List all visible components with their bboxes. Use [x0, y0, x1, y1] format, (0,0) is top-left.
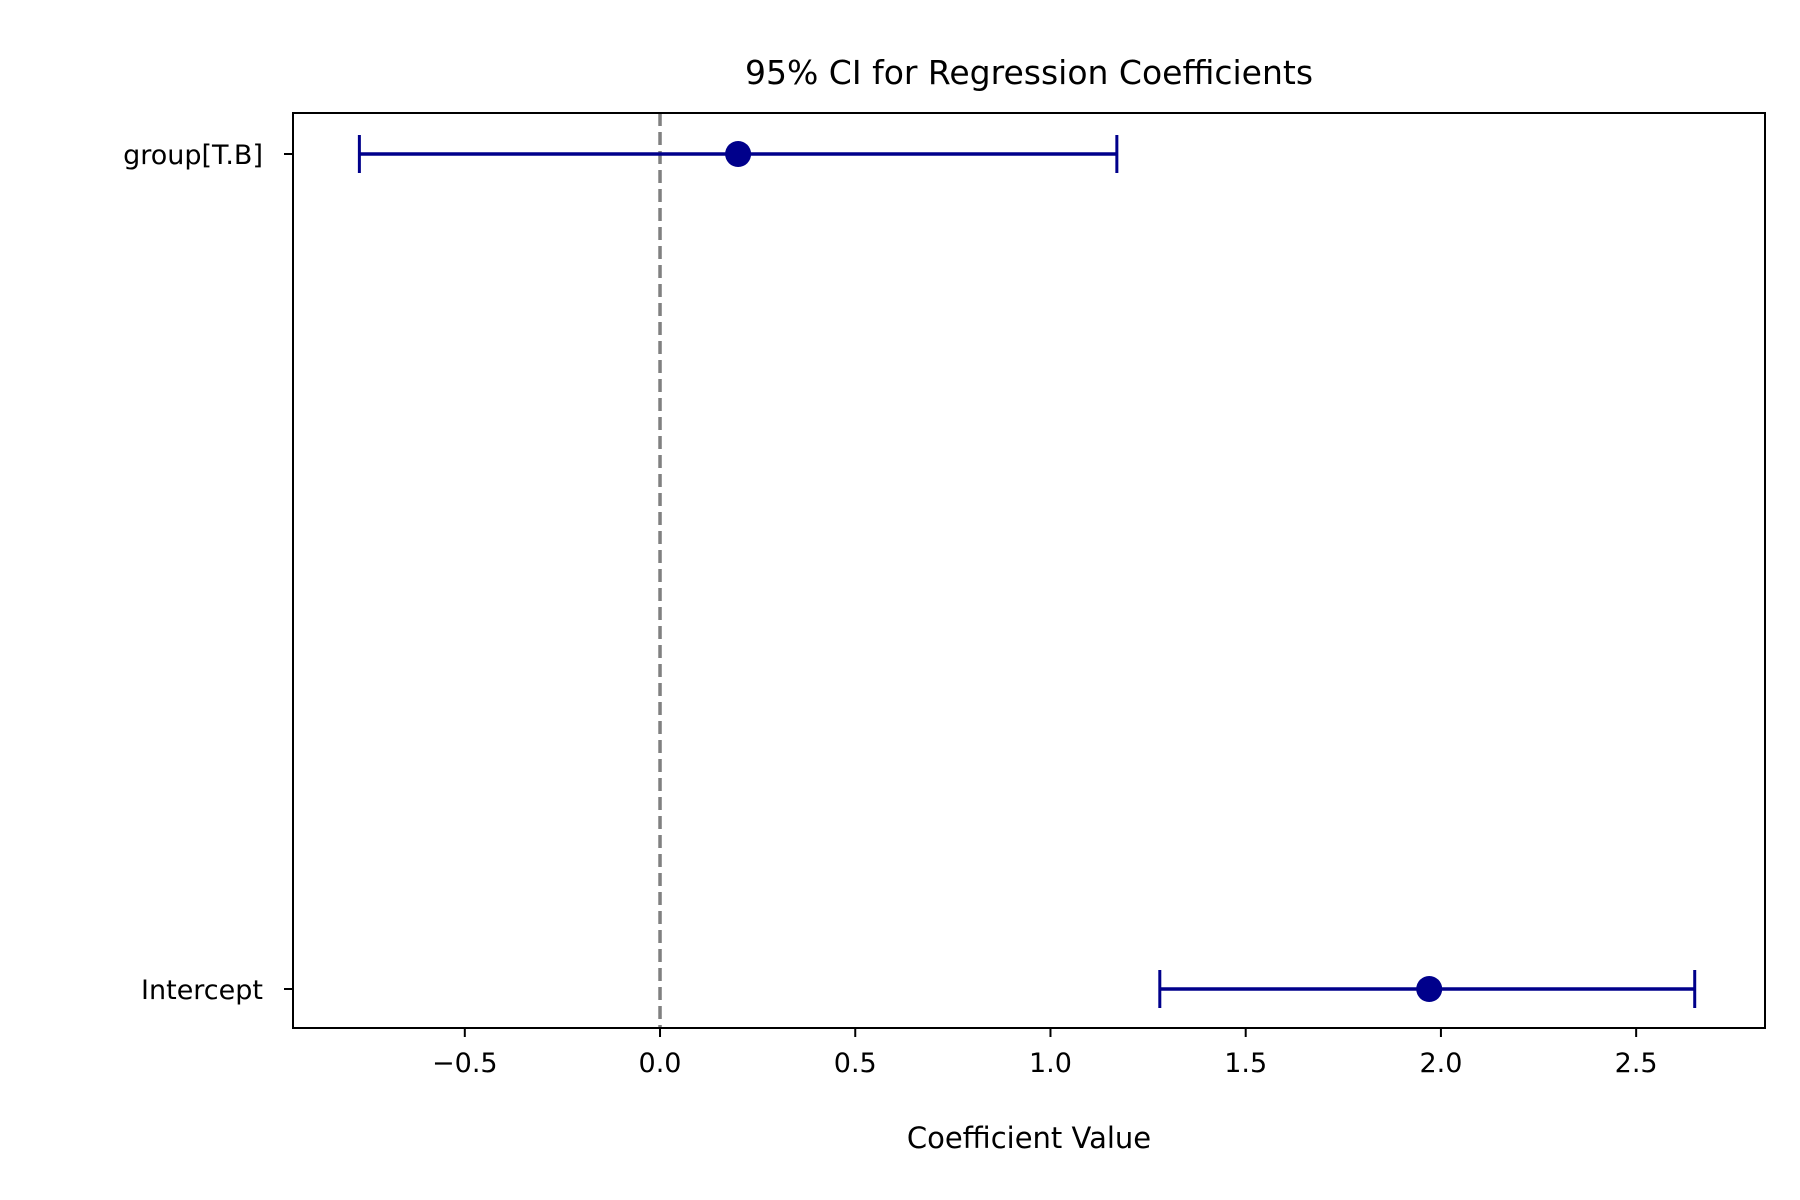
- x-tick-label-1: 1.0: [1029, 1048, 1072, 1079]
- plot-area: Intercept group[T.B] −0.5 0.0 0.5 1.0 1.5 2.0 2.…: [123, 112, 1766, 1079]
- plot-frame: [292, 112, 1766, 1029]
- x-tick-label-2: 2.0: [1419, 1048, 1462, 1079]
- y-tick-label-group-t-b: group[T.B]: [123, 140, 263, 171]
- x-tick-label-0: 0.0: [639, 1048, 682, 1079]
- x-axis-title: Coefficient Value: [907, 1121, 1151, 1155]
- estimate-point-group-t-b: [725, 141, 752, 167]
- estimate-point-intercept: [1416, 976, 1443, 1002]
- x-tick-label-1-5: 1.5: [1224, 1048, 1267, 1079]
- x-tick-label-0-5: 0.5: [834, 1048, 877, 1079]
- x-tick-label-neg0-5: −0.5: [432, 1048, 498, 1079]
- x-tick-label-2-5: 2.5: [1615, 1048, 1658, 1079]
- chart-title: 95% CI for Regression Coefficients: [745, 53, 1313, 92]
- y-tick-label-intercept: Intercept: [141, 975, 263, 1006]
